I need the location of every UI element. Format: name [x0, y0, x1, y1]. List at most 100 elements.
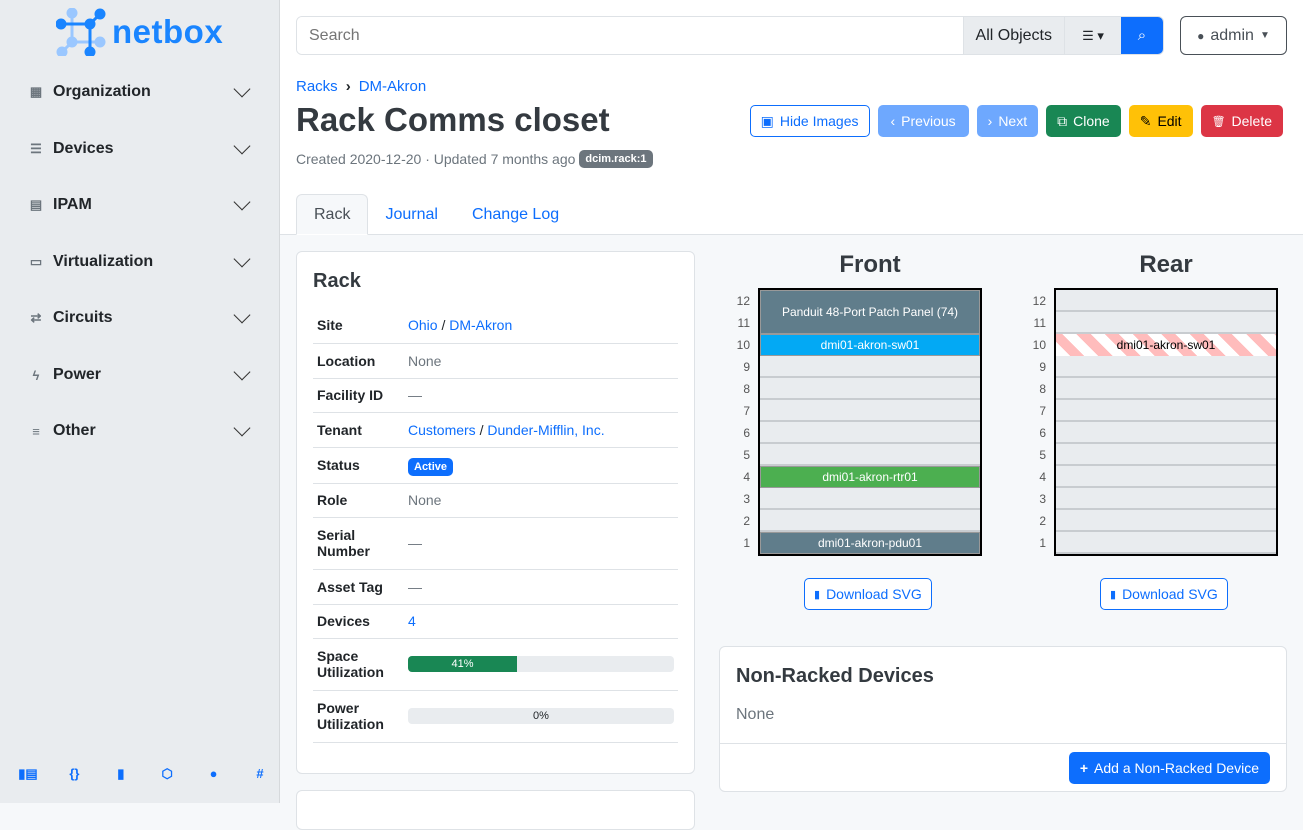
devices-link[interactable]: 4: [408, 613, 416, 629]
add-non-racked-device-button[interactable]: + Add a Non-Racked Device: [1068, 752, 1270, 784]
clone-button[interactable]: ⧉ Clone: [1046, 105, 1121, 137]
label: Hide Images: [779, 113, 859, 129]
site-link[interactable]: DM-Akron: [449, 317, 513, 334]
slack-icon[interactable]: #: [256, 766, 264, 781]
plus-icon: +: [1079, 760, 1089, 776]
tab-rack[interactable]: Rack: [296, 194, 369, 235]
filter-dropdown-button[interactable]: ☰ ▾: [1064, 17, 1121, 54]
key: Devices: [313, 604, 404, 639]
rack-unit-slot[interactable]: [1056, 510, 1276, 532]
tab-journal[interactable]: Journal: [385, 205, 438, 223]
rack-device[interactable]: dmi01-akron-pdu01: [760, 532, 980, 554]
key: Site: [313, 308, 404, 344]
rack-unit-slot[interactable]: [1056, 378, 1276, 400]
rack-details-card: Rack Site Ohio / DM-Akron Location None Fa…: [296, 251, 695, 774]
flash-icon: ϟ: [32, 367, 40, 383]
chevron-down-icon: [233, 250, 251, 268]
value: None: [404, 343, 678, 379]
rack-unit-slot[interactable]: [1056, 466, 1276, 488]
rack-device[interactable]: dmi01-akron-sw01: [760, 334, 980, 356]
rack-unit-slot[interactable]: [1056, 532, 1276, 554]
key: Power Utilization: [313, 690, 404, 743]
delete-button[interactable]: 🗑 Delete: [1200, 105, 1283, 137]
rack-unit-slot[interactable]: [1056, 356, 1276, 378]
edit-button[interactable]: ✎ Edit: [1128, 105, 1193, 137]
chevron-down-icon: [233, 419, 251, 437]
trash-icon: 🗑: [1211, 115, 1226, 128]
unit-number: 11: [1033, 316, 1046, 330]
rack-unit-slot[interactable]: [760, 510, 980, 532]
api-icon[interactable]: {}: [69, 766, 80, 781]
rack-device[interactable]: dmi01-akron-rtr01: [760, 466, 980, 488]
region-link[interactable]: Ohio: [408, 317, 438, 334]
rack-unit-slot[interactable]: [760, 422, 980, 444]
rack-unit-slot[interactable]: [1056, 400, 1276, 422]
file-icon: ▮: [814, 588, 821, 601]
user-menu-button[interactable]: ● admin ▼: [1180, 16, 1287, 55]
hide-images-button[interactable]: ▣ Hide Images: [749, 105, 870, 137]
next-card: [296, 790, 695, 830]
sidebar-item-other[interactable]: ≡ Other: [28, 416, 252, 446]
search-button[interactable]: ⌕: [1121, 17, 1163, 54]
netbox-logo[interactable]: netbox: [56, 8, 223, 56]
rack-unit-slot[interactable]: [760, 356, 980, 378]
unit-number: 12: [736, 294, 750, 308]
row-role: Role None: [313, 483, 678, 518]
unit-number: 1: [743, 536, 750, 550]
row-status: Status Active: [313, 447, 678, 484]
sidebar-item-virtualization[interactable]: ▭ Virtualization: [28, 247, 252, 277]
rack-device[interactable]: Panduit 48-Port Patch Panel (74): [760, 290, 980, 334]
user-icon: ●: [1197, 28, 1205, 43]
rack-device[interactable]: dmi01-akron-sw01: [1056, 334, 1276, 356]
docs-icon[interactable]: ▮: [117, 766, 125, 781]
rack-unit-slot[interactable]: [1056, 488, 1276, 510]
graphql-icon[interactable]: ⬡: [161, 766, 173, 781]
rack-unit-slot[interactable]: [1056, 312, 1276, 334]
rack-unit-slot[interactable]: [1056, 444, 1276, 466]
download-front-svg-button[interactable]: ▮ Download SVG: [804, 578, 932, 610]
card-title: Non-Racked Devices: [736, 665, 934, 687]
unit-number: 5: [1039, 448, 1046, 462]
unit-number: 4: [1039, 470, 1046, 484]
github-icon[interactable]: ●: [209, 766, 218, 781]
building-icon: ▦: [29, 84, 43, 99]
sidebar-item-devices[interactable]: ☰ Devices: [28, 134, 252, 164]
label: Clone: [1073, 113, 1110, 129]
rack-unit-slot[interactable]: [760, 400, 980, 422]
label: Delete: [1231, 113, 1272, 129]
pencil-icon: ✎: [1139, 112, 1152, 129]
chevron-right-icon: ›: [345, 78, 351, 95]
tab-change-log[interactable]: Change Log: [471, 205, 560, 223]
page-header: All Objects ☰ ▾ ⌕ ● admin ▼ Racks › DM-Akr…: [280, 0, 1303, 235]
device-name: dmi01-akron-pdu01: [817, 536, 923, 550]
sidebar-item-organization[interactable]: ▦ Organization: [28, 77, 252, 107]
key: Status: [313, 447, 404, 484]
rack-unit-slot[interactable]: [1056, 290, 1276, 312]
tenant-link[interactable]: Dunder-Mifflin, Inc.: [487, 421, 605, 438]
breadcrumb-site[interactable]: DM-Akron: [358, 78, 427, 95]
circuit-icon: ⇄: [30, 310, 42, 325]
sidebar-item-circuits[interactable]: ⇄ Circuits: [28, 303, 252, 333]
row-location: Location None: [313, 343, 678, 379]
nav-label: Circuits: [53, 309, 113, 326]
sidebar-item-ipam[interactable]: ▤ IPAM: [28, 190, 252, 220]
breadcrumb-racks[interactable]: Racks: [296, 78, 338, 95]
value: —: [404, 517, 678, 570]
caret-down-icon: ▼: [1259, 30, 1270, 41]
book-icon[interactable]: ▮▤: [18, 766, 38, 781]
unit-number: 3: [1039, 492, 1046, 506]
search-scope-select[interactable]: All Objects: [962, 17, 1064, 54]
rack-unit-slot[interactable]: [760, 488, 980, 510]
brand-name: netbox: [112, 13, 224, 50]
rack-unit-slot[interactable]: [1056, 422, 1276, 444]
tenant-group-link[interactable]: Customers: [408, 421, 476, 438]
rack-unit-slot[interactable]: [760, 444, 980, 466]
next-button[interactable]: › Next: [976, 105, 1039, 137]
search-input[interactable]: [297, 17, 963, 54]
sidebar-item-power[interactable]: ϟ Power: [28, 360, 252, 390]
page-title: Rack Comms closet: [296, 101, 610, 138]
download-rear-svg-button[interactable]: ▮ Download SVG: [1100, 578, 1228, 610]
label: Previous: [901, 113, 956, 129]
previous-button[interactable]: ‹ Previous: [877, 105, 969, 137]
rack-unit-slot[interactable]: [760, 378, 980, 400]
